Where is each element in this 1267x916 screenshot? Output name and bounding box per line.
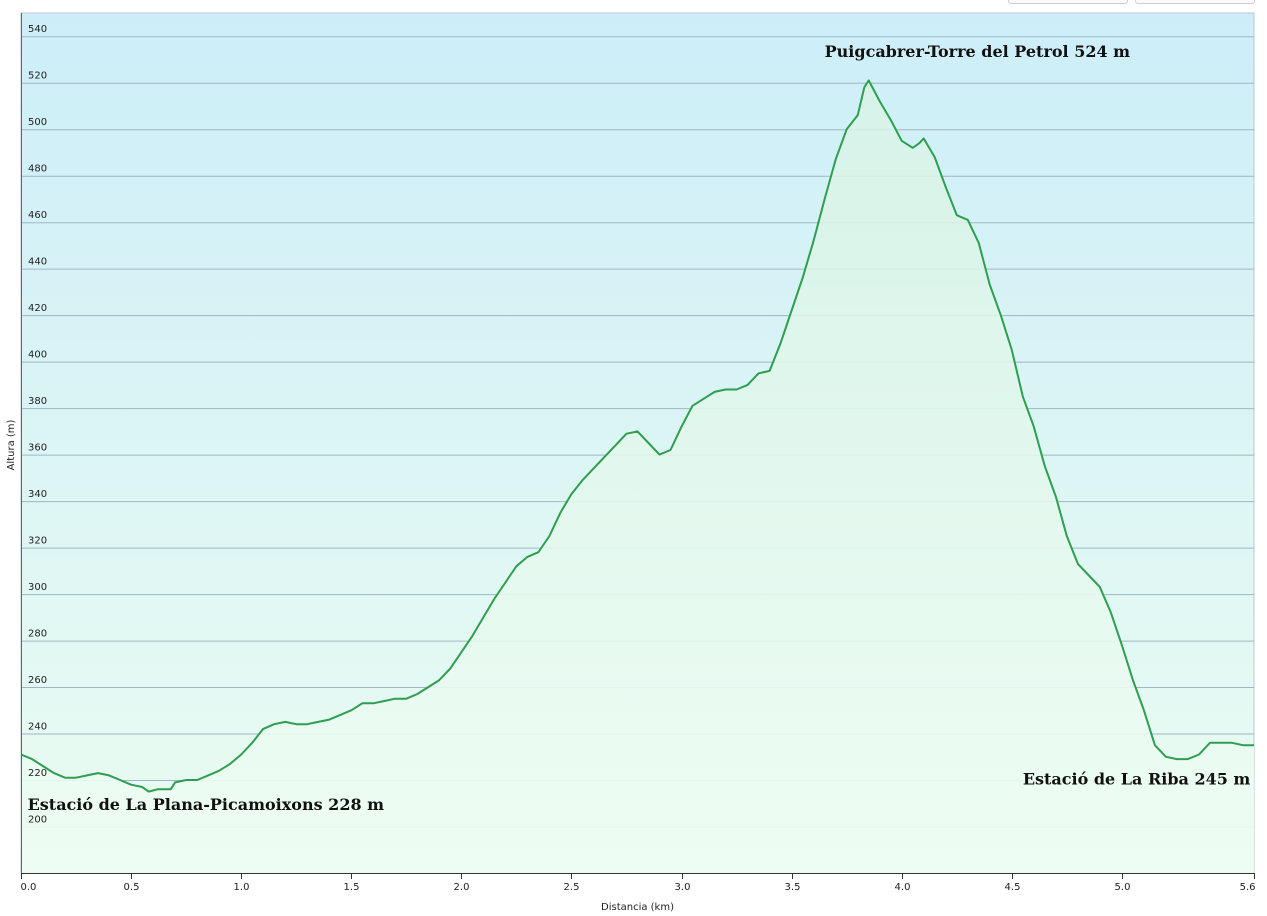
y-tick-label: 260 bbox=[28, 675, 47, 686]
y-tick-label: 400 bbox=[28, 350, 47, 361]
x-tick-label: 5.0 bbox=[1115, 882, 1131, 893]
x-tick-label: 2.0 bbox=[454, 882, 470, 893]
x-tick-label: 4.0 bbox=[895, 882, 911, 893]
x-tick-label: 0.5 bbox=[124, 882, 140, 893]
axes bbox=[21, 13, 1254, 874]
x-tick-label: 5.6 bbox=[1240, 882, 1256, 893]
x-tick-label: 2.5 bbox=[564, 882, 580, 893]
peak-annotation: Estació de La Riba 245 m bbox=[1023, 770, 1251, 789]
annotations: Puigcabrer-Torre del Petrol 524 m Estació… bbox=[28, 42, 1251, 814]
y-tick-label: 360 bbox=[28, 443, 47, 454]
x-tick-label: 1.5 bbox=[344, 882, 360, 893]
y-axis-title: Altura (m) bbox=[6, 419, 17, 470]
elevation-line bbox=[20, 79, 1254, 793]
peak-annotation: Estació de La Plana-Picamoixons 228 m bbox=[28, 795, 385, 814]
y-tick-label: 480 bbox=[28, 164, 47, 175]
y-tick-label: 340 bbox=[28, 489, 47, 500]
y-tick-label: 240 bbox=[28, 722, 47, 733]
y-axis-ticks: 200 220 240 260 280 300 320 340 360 380 400 420 440 4… bbox=[28, 24, 47, 825]
chart-control-button[interactable] bbox=[1135, 0, 1255, 4]
y-tick-label: 380 bbox=[28, 396, 47, 407]
elevation-area-fill bbox=[21, 80, 1254, 873]
x-axis-title: Distancia (km) bbox=[601, 902, 674, 913]
x-axis-ticks: 0.0 0.5 1.0 1.5 2.0 2.5 3.0 3.5 4.0 4.5 5.0 5.6 bbox=[21, 873, 1256, 893]
y-tick-label: 500 bbox=[28, 117, 47, 128]
peak-annotation: Puigcabrer-Torre del Petrol 524 m bbox=[825, 42, 1131, 61]
y-tick-label: 540 bbox=[28, 24, 47, 35]
y-tick-label: 300 bbox=[28, 582, 47, 593]
x-tick-label: 3.5 bbox=[785, 882, 801, 893]
x-tick-label: 0.0 bbox=[21, 882, 37, 893]
y-tick-label: 280 bbox=[28, 629, 47, 640]
y-tick-label: 200 bbox=[28, 815, 47, 826]
x-tick-label: 3.0 bbox=[675, 882, 691, 893]
x-tick-label: 4.5 bbox=[1005, 882, 1021, 893]
x-tick-label: 1.0 bbox=[234, 882, 250, 893]
y-tick-label: 520 bbox=[28, 71, 47, 82]
y-tick-label: 440 bbox=[28, 257, 47, 268]
y-tick-label: 320 bbox=[28, 536, 47, 547]
y-tick-label: 420 bbox=[28, 303, 47, 314]
y-tick-label: 460 bbox=[28, 210, 47, 221]
chart-control-button[interactable] bbox=[1008, 0, 1128, 4]
y-tick-label: 220 bbox=[28, 768, 47, 779]
